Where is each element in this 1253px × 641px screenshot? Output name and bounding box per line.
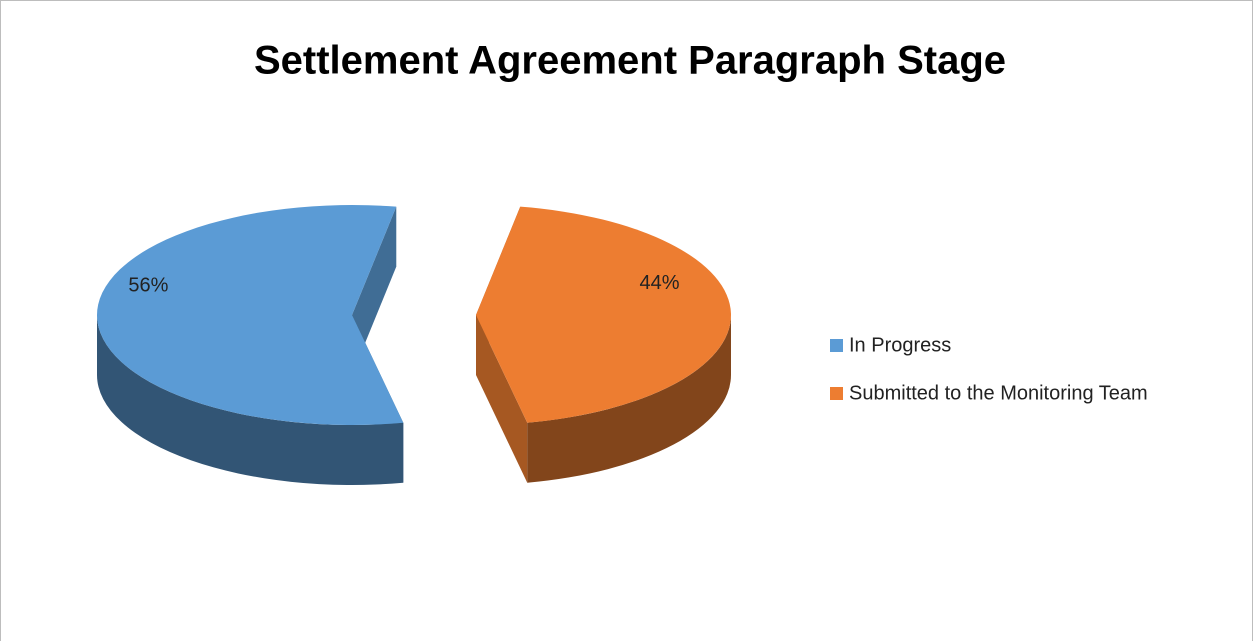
legend-swatch [830, 387, 843, 400]
slice [97, 204, 404, 425]
legend-label: Submitted to the Monitoring Team [849, 382, 1148, 404]
legend-label: In Progress [849, 334, 951, 356]
slice-wall [527, 315, 731, 483]
slice [475, 206, 731, 423]
chart-title: Settlement Agreement Paragraph Stage [254, 39, 1006, 83]
data-label: 56% [128, 274, 168, 296]
legend: In Progress Submitted to the Monitoring T… [830, 334, 1148, 404]
slice-side-face [475, 315, 528, 483]
slice-wall [97, 315, 404, 485]
slice-side-face [352, 206, 397, 375]
pie: 56% 44% [97, 204, 731, 485]
data-label: 44% [640, 272, 680, 294]
legend-swatch [830, 339, 843, 352]
